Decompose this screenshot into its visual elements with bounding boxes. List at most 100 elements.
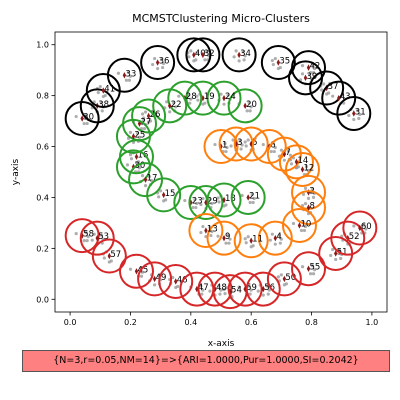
y-tick-label: 0.0	[36, 295, 49, 304]
status-text: {N=3,r=0.05,NM=14}=>{ARI=1.0000,Pur=1.00…	[53, 355, 358, 366]
data-point	[126, 163, 129, 166]
data-point	[108, 260, 111, 263]
data-point	[352, 224, 355, 227]
data-point	[162, 199, 165, 202]
data-point	[177, 95, 180, 98]
data-point	[283, 283, 286, 286]
data-point	[129, 131, 132, 134]
data-point	[262, 143, 265, 146]
micro-cluster-label: 35	[279, 57, 290, 67]
micro-cluster-label: 15	[165, 189, 176, 199]
data-point	[322, 82, 325, 85]
micro-cluster-label: 1	[222, 141, 227, 151]
data-point	[277, 67, 280, 70]
data-point	[247, 138, 250, 141]
micro-cluster-label: 18	[225, 194, 236, 204]
micro-cluster-label: 3	[237, 138, 242, 148]
data-point	[250, 245, 253, 248]
micro-cluster-label: 22	[171, 100, 182, 110]
data-point	[274, 243, 277, 246]
data-point	[274, 57, 277, 60]
data-point	[280, 273, 283, 276]
data-point	[199, 231, 202, 234]
data-point	[271, 59, 274, 62]
data-point	[103, 256, 106, 259]
micro-cluster-label: 33	[125, 69, 136, 79]
y-ticks: 0.00.20.40.60.81.0	[36, 41, 55, 305]
micro-cluster-label: 34	[240, 49, 251, 59]
data-point	[334, 258, 337, 261]
y-tick-label: 0.4	[36, 193, 49, 202]
micro-cluster-label: 20	[246, 100, 257, 110]
data-point	[301, 265, 304, 268]
data-point	[187, 55, 190, 58]
data-point	[208, 289, 211, 292]
data-point	[99, 85, 102, 88]
data-point	[201, 103, 204, 106]
data-point	[201, 225, 204, 228]
data-point	[352, 118, 355, 121]
data-point	[301, 72, 304, 75]
x-tick-label: 0.8	[305, 318, 318, 327]
data-point	[272, 63, 275, 66]
data-point	[244, 237, 247, 240]
y-tick-label: 0.6	[36, 143, 49, 152]
y-tick-label: 0.8	[36, 92, 49, 101]
data-point	[217, 200, 220, 203]
micro-cluster-label: 12	[303, 163, 314, 173]
micro-cluster-label: 54	[231, 286, 242, 296]
data-point	[238, 59, 241, 62]
data-point	[245, 241, 248, 244]
data-point	[233, 55, 236, 58]
micro-cluster-label: 55	[310, 263, 321, 273]
x-tick-label: 0.0	[64, 318, 77, 327]
micro-cluster-label: 48	[216, 283, 227, 293]
micro-cluster-label: 36	[159, 57, 170, 67]
data-point	[245, 144, 248, 147]
micro-cluster-label: 8	[310, 202, 315, 212]
data-point	[153, 283, 156, 286]
micro-cluster-label: 38	[98, 100, 109, 110]
data-point	[141, 174, 144, 177]
micro-cluster-label: 60	[361, 222, 372, 232]
data-point	[283, 159, 286, 162]
data-point	[189, 49, 192, 52]
data-point	[304, 187, 307, 190]
data-point	[290, 162, 293, 165]
data-point	[157, 195, 160, 198]
micro-cluster-label: 9	[225, 232, 230, 242]
data-point	[130, 157, 133, 160]
data-point	[129, 268, 132, 271]
data-point	[144, 184, 147, 187]
micro-cluster-label: 31	[355, 107, 366, 117]
data-point	[153, 57, 156, 60]
data-point	[262, 293, 265, 296]
micro-cluster-label: 57	[110, 250, 121, 260]
micro-cluster-label: 25	[134, 130, 145, 140]
data-point	[196, 99, 199, 102]
data-point	[271, 233, 274, 236]
data-point	[229, 144, 232, 147]
data-point	[102, 95, 105, 98]
data-point	[97, 91, 100, 94]
micro-cluster-label: 32	[204, 49, 215, 59]
x-tick-label: 0.4	[184, 318, 197, 327]
data-point	[192, 59, 195, 62]
x-tick-label: 0.2	[124, 318, 137, 327]
data-point	[141, 112, 144, 115]
status-box: {N=3,r=0.05,NM=14}=>{ARI=1.0000,Pur=1.00…	[22, 350, 390, 372]
micro-cluster-label: 19	[204, 92, 215, 102]
data-point	[174, 286, 177, 289]
data-point	[304, 202, 307, 205]
micro-cluster-label: 21	[249, 191, 260, 201]
data-point	[329, 254, 332, 257]
data-point	[257, 289, 260, 292]
data-point	[292, 222, 295, 225]
micro-cluster-label: 23	[192, 197, 203, 207]
data-point	[347, 114, 350, 117]
data-point	[277, 275, 280, 278]
data-point	[244, 140, 247, 143]
micro-cluster-label: 13	[207, 225, 218, 235]
